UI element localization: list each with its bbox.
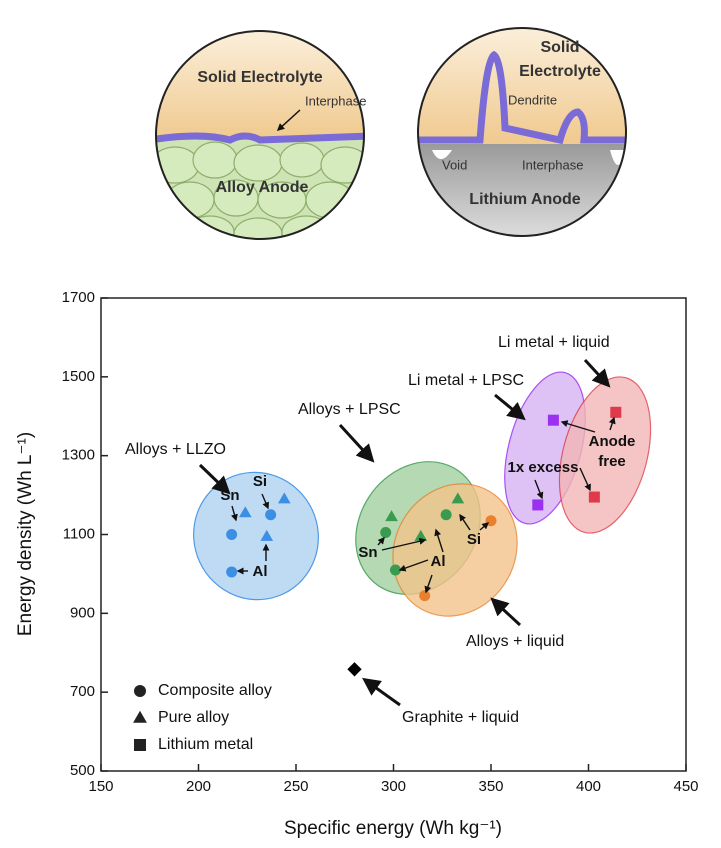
- y-tick-label: 700: [70, 683, 95, 700]
- x-tick-label: 200: [186, 778, 211, 795]
- annotation: Alloys + LLZO: [125, 441, 226, 458]
- diagram-label: Solid: [540, 39, 579, 56]
- diagram-label: Void: [442, 157, 467, 172]
- diagram-label: Electrolyte: [519, 63, 601, 80]
- arrow: [340, 425, 372, 460]
- annotation: free: [598, 453, 626, 470]
- annotation: Al: [253, 563, 268, 580]
- y-tick-label: 1700: [62, 289, 95, 306]
- y-tick-label: 500: [70, 762, 95, 779]
- legend-marker: [134, 739, 146, 751]
- y-tick-label: 1100: [63, 525, 95, 542]
- annotation: Anode: [589, 433, 636, 450]
- annotation: Alloys + LPSC: [298, 401, 401, 418]
- annotation: Sn: [358, 544, 377, 561]
- annotation: Li metal + liquid: [498, 334, 610, 351]
- annotation: Si: [253, 473, 267, 490]
- legend-marker: [133, 711, 147, 723]
- point: [548, 415, 559, 426]
- arrow: [493, 600, 520, 625]
- x-axis-label: Specific energy (Wh kg⁻¹): [284, 818, 502, 839]
- y-tick-label: 1300: [62, 447, 95, 464]
- point: [380, 527, 391, 538]
- point: [390, 564, 401, 575]
- arrow: [585, 360, 608, 385]
- point: [226, 566, 237, 577]
- arrow: [365, 680, 400, 705]
- diagram-label: Lithium Anode: [469, 191, 580, 208]
- legend-marker: [134, 685, 146, 697]
- y-tick-label: 1500: [62, 368, 95, 385]
- lithium-schematic: [412, 24, 640, 244]
- annotation: 1x excess: [508, 459, 579, 476]
- legend-label: Pure alloy: [158, 709, 229, 726]
- point: [610, 407, 621, 418]
- x-tick-label: 400: [576, 778, 601, 795]
- diagram-label: Interphase: [522, 157, 583, 172]
- point: [226, 529, 237, 540]
- figure: Solid Electrolyte Interphase Alloy Anode…: [0, 0, 721, 843]
- diagram-label: Interphase: [305, 93, 366, 108]
- alloy-schematic: [150, 28, 370, 250]
- diagram-label: Dendrite: [508, 92, 557, 107]
- x-tick-label: 150: [88, 778, 113, 795]
- x-tick-label: 300: [381, 778, 406, 795]
- annotation: Sn: [220, 487, 239, 504]
- annotation: Graphite + liquid: [402, 709, 519, 726]
- y-tick-label: 900: [70, 604, 95, 621]
- point: [347, 662, 361, 676]
- x-tick-label: 250: [283, 778, 308, 795]
- arrow: [495, 395, 523, 418]
- annotation: Al: [431, 553, 446, 570]
- legend-label: Composite alloy: [158, 682, 272, 699]
- annotation: Alloys + liquid: [466, 633, 564, 650]
- point: [589, 492, 600, 503]
- point: [265, 509, 276, 520]
- y-axis-label: Energy density (Wh L⁻¹): [15, 432, 36, 636]
- point: [419, 590, 430, 601]
- point: [441, 509, 452, 520]
- diagram-label: Alloy Anode: [216, 179, 309, 196]
- x-tick-label: 350: [478, 778, 503, 795]
- x-tick-label: 450: [673, 778, 698, 795]
- annotation: Si: [467, 531, 481, 548]
- legend-label: Lithium metal: [158, 736, 253, 753]
- annotation: Li metal + LPSC: [408, 372, 524, 389]
- diagram-label: Solid Electrolyte: [197, 69, 322, 86]
- point: [532, 499, 543, 510]
